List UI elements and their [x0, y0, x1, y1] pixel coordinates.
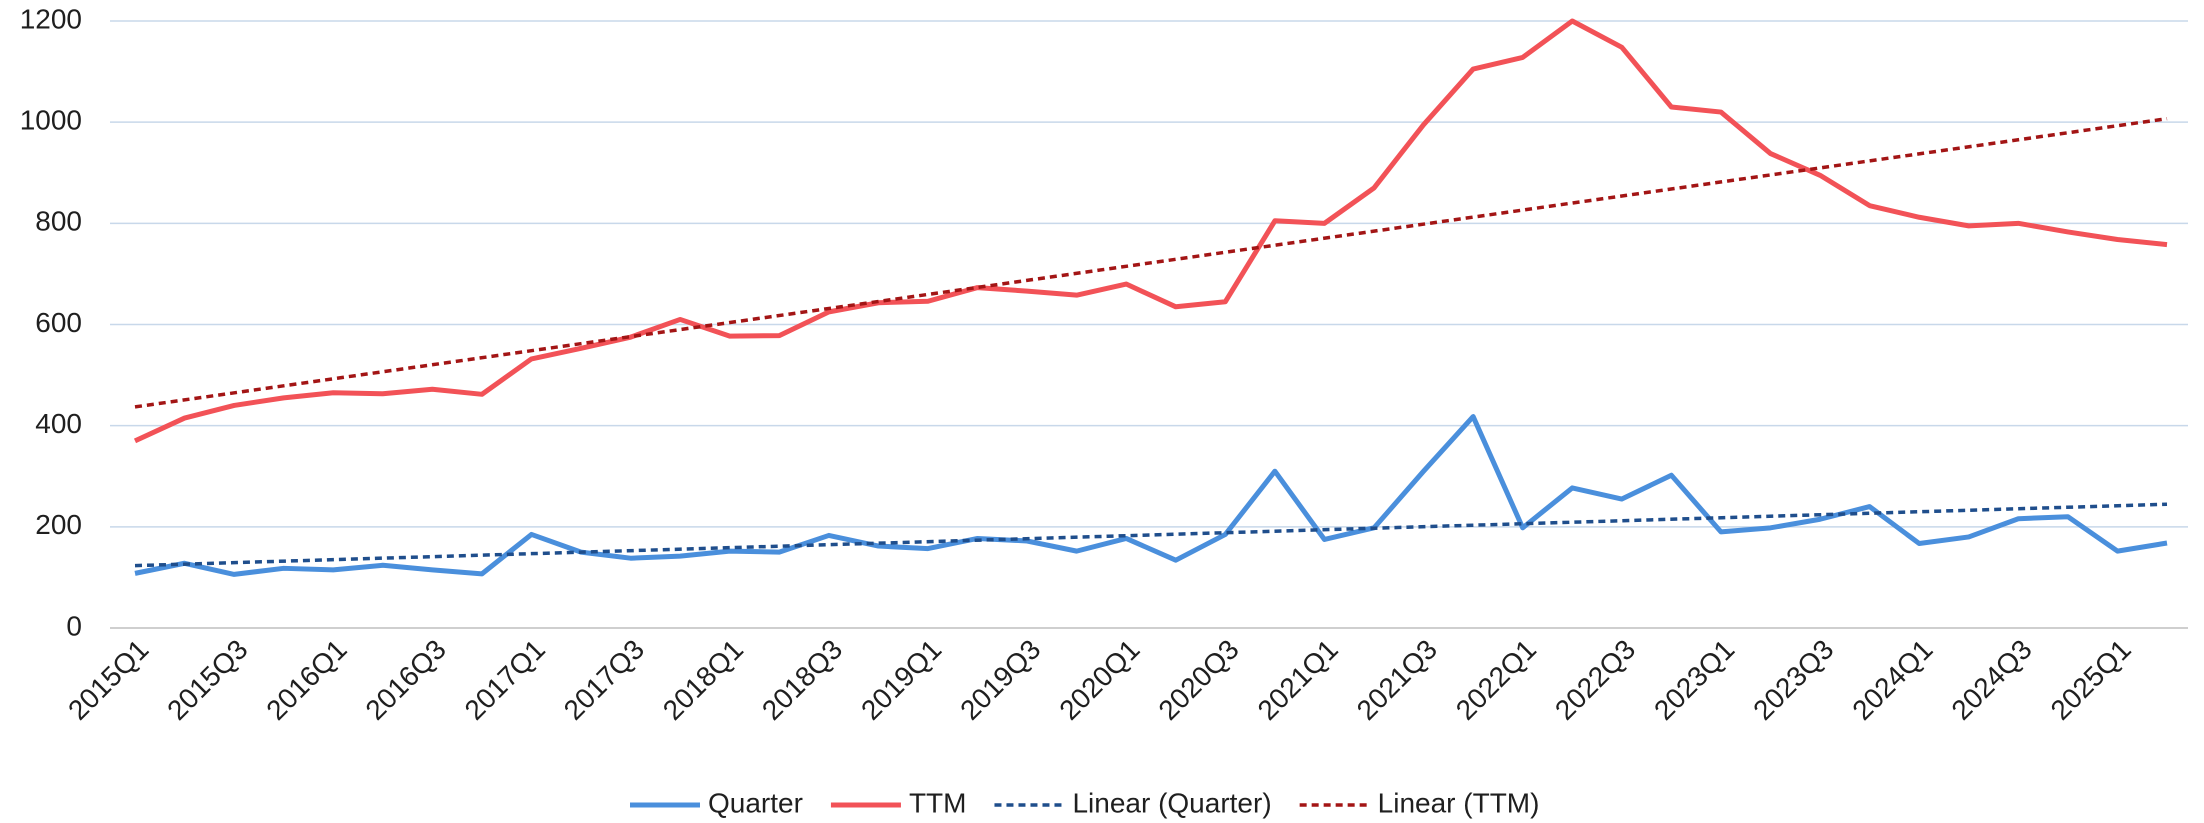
x-tick-label: 2023Q1 [1648, 634, 1740, 726]
y-tick-label: 0 [66, 610, 82, 641]
y-tick-label: 1000 [20, 105, 82, 136]
y-tick-label: 1200 [20, 3, 82, 34]
y-tick-label: 600 [35, 307, 82, 338]
x-tick-label: 2019Q3 [954, 634, 1046, 726]
series-line [134, 414, 2168, 577]
x-tick-label: 2021Q1 [1252, 634, 1344, 726]
x-tick-label: 2020Q3 [1152, 634, 1244, 726]
x-tick-label: 2022Q3 [1549, 634, 1641, 726]
x-tick-label: 2016Q3 [359, 634, 451, 726]
legend-label: Linear (Quarter) [1072, 787, 1271, 818]
x-tick-label: 2015Q1 [62, 634, 154, 726]
x-tick-label: 2022Q1 [1450, 634, 1542, 726]
y-tick-label: 200 [35, 509, 82, 540]
x-tick-label: 2017Q1 [459, 634, 551, 726]
trend-line [134, 116, 2168, 409]
x-tick-label: 2024Q3 [1945, 634, 2037, 726]
x-tick-label: 2018Q1 [657, 634, 749, 726]
x-tick-label: 2025Q1 [2045, 634, 2137, 726]
x-tick-label: 2018Q3 [756, 634, 848, 726]
y-tick-label: 400 [35, 408, 82, 439]
series-line [133, 18, 2168, 444]
x-tick-label: 2023Q3 [1747, 634, 1839, 726]
y-tick-label: 800 [35, 206, 82, 237]
x-tick-label: 2021Q3 [1351, 634, 1443, 726]
x-tick-label: 2019Q1 [855, 634, 947, 726]
x-tick-label: 2017Q3 [558, 634, 650, 726]
legend-label: Linear (TTM) [1378, 787, 1540, 818]
legend-label: Quarter [708, 787, 803, 818]
legend-label: TTM [909, 787, 967, 818]
x-tick-label: 2024Q1 [1846, 634, 1938, 726]
x-tick-label: 2020Q1 [1053, 634, 1145, 726]
x-tick-label: 2015Q3 [161, 634, 253, 726]
x-tick-label: 2016Q1 [260, 634, 352, 726]
trend-line [134, 502, 2168, 568]
